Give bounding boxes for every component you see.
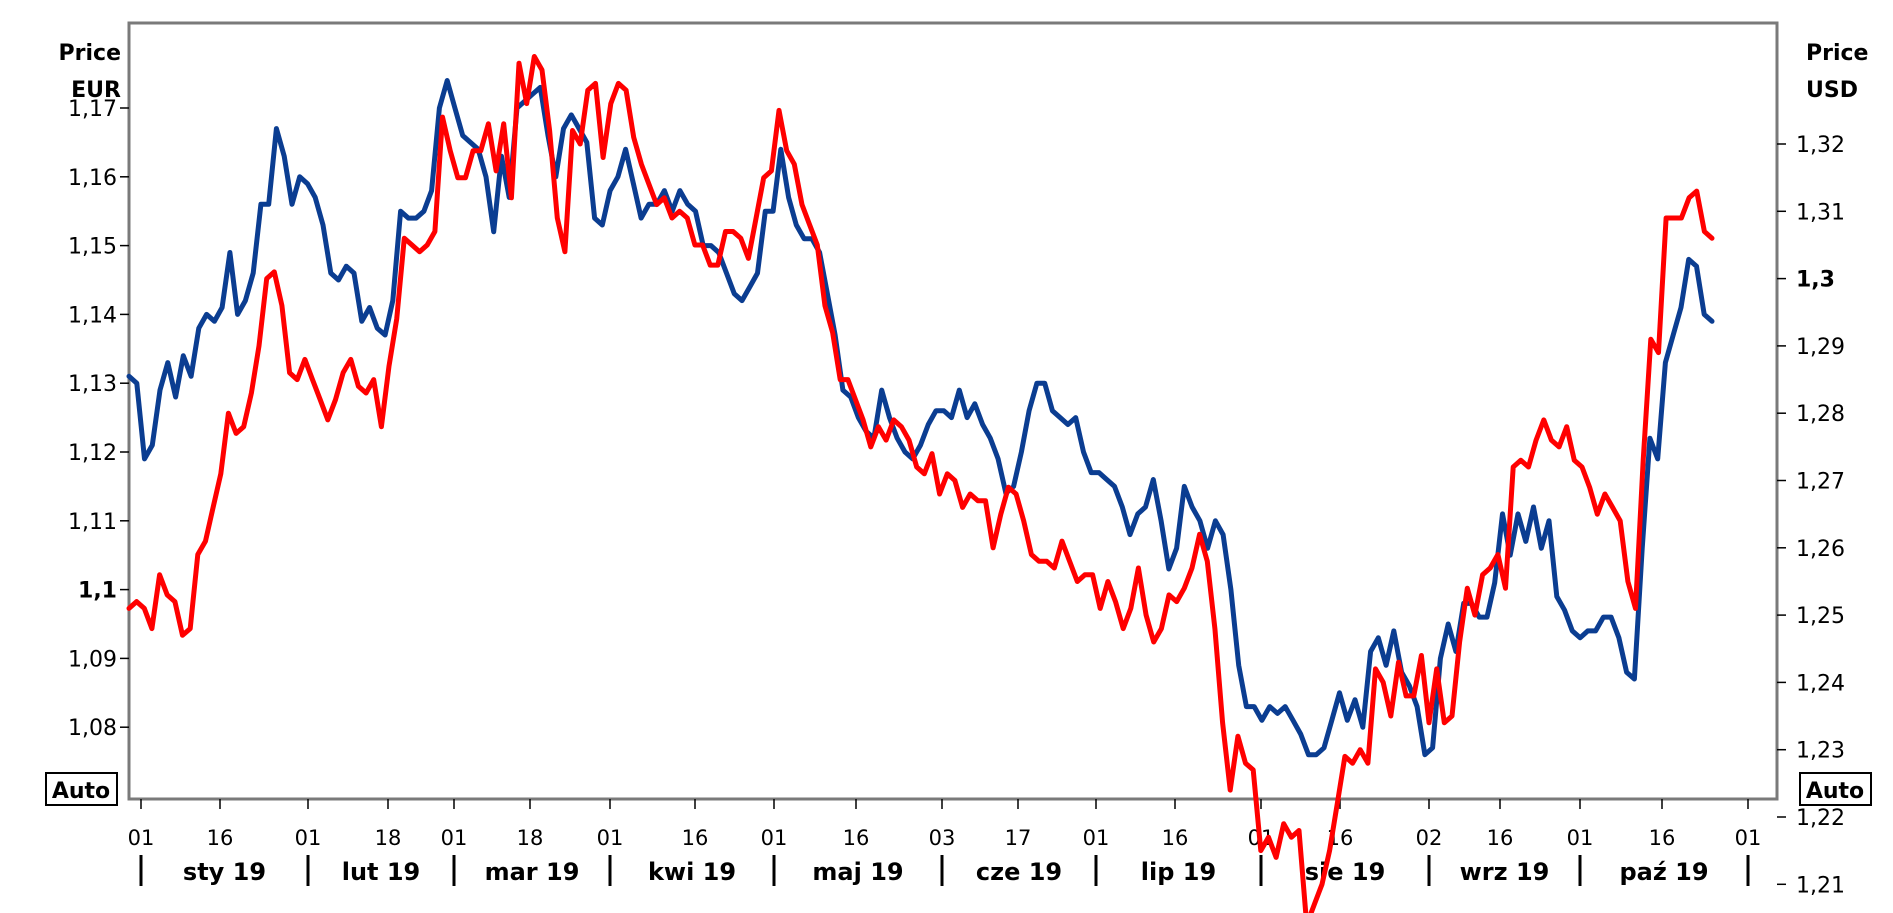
x-axis-ticks: 01 16 01 18 01 18 01 16 01 16 03 17 01 16 01 16 02 16 01 16… [128,799,1762,886]
right-tick-label: 1,24 [1796,671,1845,696]
series-line-usd [126,54,1715,913]
right-tick-label: 1,32 [1796,133,1845,158]
right-tick-label: 1,27 [1796,470,1845,495]
series-layer [126,54,1715,913]
left-tick-label: 1,09 [68,647,117,672]
x-day-label: 16 [1487,826,1514,850]
right-tick-label: 1,29 [1796,335,1845,360]
x-month-label: sie 19 [1305,858,1386,886]
x-month-label: kwi 19 [648,858,736,886]
left-axis-ticks: 1,17 1,16 1,15 1,14 1,13 1,12 1,11 1,1 1,09 1,08 [68,97,129,741]
x-day-label: 01 [761,826,788,850]
x-day-label: 16 [843,826,870,850]
right-axis-title-line1: Price [1806,41,1868,66]
right-auto-button[interactable]: Auto [1799,772,1872,806]
x-day-label: 16 [1162,826,1189,850]
x-month-label: mar 19 [485,858,580,886]
left-tick-label: 1,11 [68,510,117,535]
right-auto-label[interactable]: Auto [1806,779,1864,804]
left-axis-title-line1: Price [59,41,121,66]
left-tick-label: 1,15 [68,235,117,260]
x-month-label: wrz 19 [1460,858,1550,886]
right-axis-title-line2: USD [1806,78,1858,103]
right-axis-ticks: 1,32 1,31 1,3 1,29 1,28 1,27 1,26 1,25 1,24 1,23 1… [1777,133,1845,898]
left-tick-label: 1,13 [68,372,117,397]
left-auto-box[interactable] [45,772,118,806]
x-day-label: 17 [1005,826,1032,850]
left-tick-label: 1,12 [68,441,117,466]
x-day-label: 01 [597,826,624,850]
left-tick-label: 1,14 [68,303,117,328]
series-line-eur [126,78,1715,758]
x-month-label: sty 19 [183,858,266,886]
x-month-label: lip 19 [1141,858,1216,886]
x-day-label: 02 [1416,826,1443,850]
x-day-label: 01 [1567,826,1594,850]
right-tick-label: 1,28 [1796,402,1845,427]
right-tick-label: 1,26 [1796,537,1845,562]
left-auto-button[interactable]: Auto [45,772,118,806]
x-day-label: 01 [1083,826,1110,850]
x-day-label: 03 [929,826,956,850]
left-tick-label: 1,16 [68,166,117,191]
right-tick-label: 1,3 [1796,268,1835,293]
right-tick-label: 1,22 [1796,806,1845,831]
x-month-label: maj 19 [812,858,903,886]
x-day-label: 01 [441,826,468,850]
left-axis-title-line2: EUR [71,78,121,103]
x-day-label: 18 [375,826,402,850]
left-tick-label: 1,17 [68,97,117,122]
x-month-label: lut 19 [342,858,421,886]
x-month-label: cze 19 [976,858,1062,886]
x-day-label: 16 [207,826,234,850]
x-day-label: 18 [517,826,544,850]
right-tick-label: 1,23 [1796,739,1845,764]
x-day-label: 01 [1735,826,1762,850]
right-tick-label: 1,21 [1796,873,1845,898]
x-day-label: 01 [295,826,322,850]
left-tick-label: 1,08 [68,716,117,741]
right-auto-box[interactable] [1799,772,1872,806]
right-tick-label: 1,31 [1796,200,1845,225]
left-auto-label[interactable]: Auto [52,779,110,804]
x-day-label: 01 [128,826,155,850]
left-tick-label: 1,1 [78,579,117,604]
x-day-label: 16 [1649,826,1676,850]
right-tick-label: 1,25 [1796,604,1845,629]
x-month-label: paź 19 [1619,858,1708,886]
x-day-label: 16 [682,826,709,850]
